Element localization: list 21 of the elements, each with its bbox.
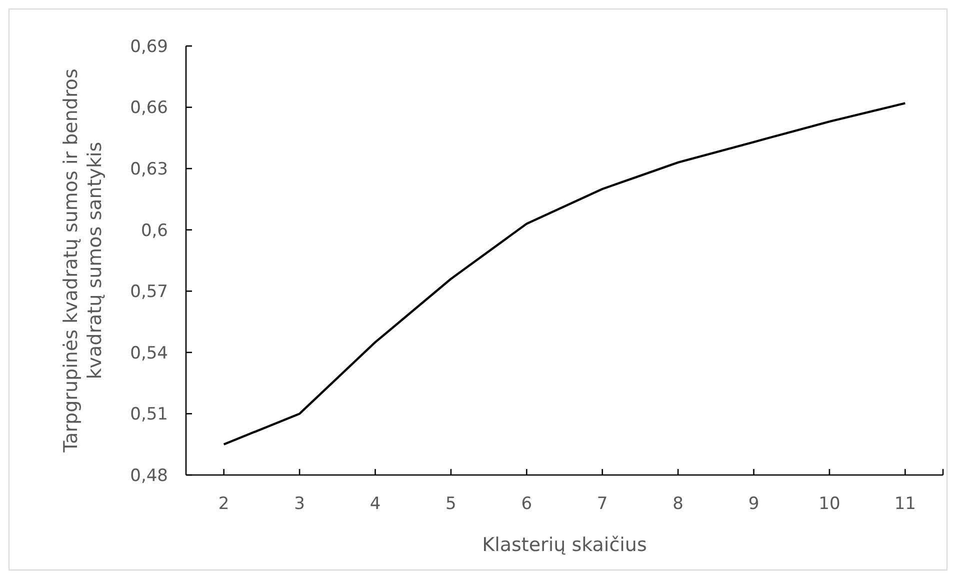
y-tick-label: 0,66 — [130, 98, 168, 118]
y-axis-title: Tarpgrupinės kvadratų sumos ir bendros kvadratų sumos santykis — [59, 68, 107, 454]
x-tick-label: 9 — [748, 494, 760, 514]
x-tick-label: 5 — [446, 494, 456, 514]
x-tick-label: 7 — [596, 494, 608, 514]
x-tick-label: 3 — [294, 494, 305, 514]
x-tick-label: 6 — [521, 494, 532, 514]
y-tick-label: 0,48 — [130, 466, 168, 486]
y-tick-label: 0,6 — [140, 220, 168, 241]
y-tick-label: 0,69 — [130, 36, 168, 57]
y-tick-label: 0,63 — [130, 160, 168, 180]
x-axis-title: Klasterių skaičius — [482, 534, 647, 556]
y-tick-label: 0,54 — [130, 343, 168, 364]
x-tick-label: 4 — [370, 494, 381, 514]
y-tick-label: 0,57 — [130, 282, 168, 302]
x-tick-label: 8 — [672, 494, 684, 514]
line-series — [222, 102, 906, 446]
x-tick-label: 11 — [894, 494, 916, 514]
y-tick-label: 0,51 — [130, 404, 168, 425]
x-tick-label: 2 — [218, 494, 230, 514]
x-tick-label: 10 — [818, 494, 840, 514]
